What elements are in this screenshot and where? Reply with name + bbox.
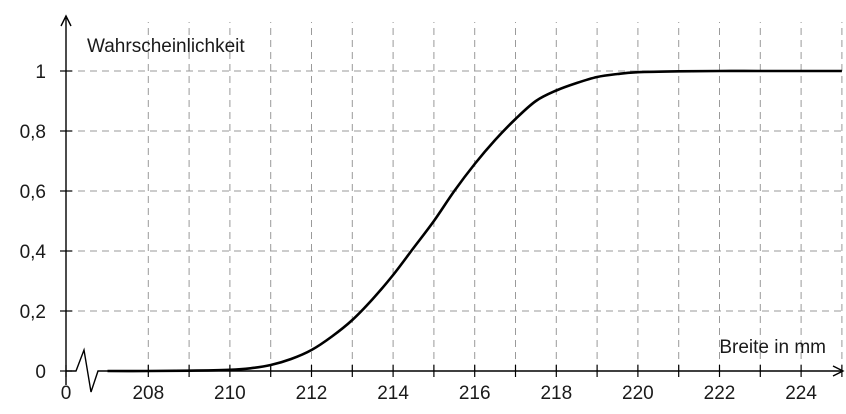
y-tick-label-0_4: 0,4 (20, 242, 47, 263)
x-tick-label-210: 210 (214, 383, 246, 404)
axes (61, 16, 843, 392)
x-axis-title: Breite in mm (719, 337, 826, 358)
tick-labels: 0 208 210 212 214 216 218 220 222 224 0 0,2 0,4 0,6 0,… (20, 62, 818, 404)
x-tick-label-212: 212 (296, 383, 328, 404)
x-tick-label-break: 0 (61, 383, 72, 404)
y-tick-label-1: 1 (35, 62, 46, 83)
x-tick-label-214: 214 (377, 383, 409, 404)
y-tick-label-0_8: 0,8 (20, 122, 46, 143)
y-axis-title: Wahrscheinlichkeit (87, 36, 245, 57)
x-tick-label-220: 220 (622, 383, 654, 404)
ticks (60, 71, 842, 377)
y-tick-label-0_6: 0,6 (20, 182, 46, 203)
x-tick-label-216: 216 (459, 383, 491, 404)
grid (66, 22, 843, 371)
x-tick-label-224: 224 (785, 383, 817, 404)
x-tick-label-208: 208 (132, 383, 164, 404)
y-tick-label-0: 0 (35, 362, 46, 383)
y-tick-label-0_2: 0,2 (20, 302, 46, 323)
x-tick-label-222: 222 (704, 383, 736, 404)
x-tick-label-218: 218 (540, 383, 572, 404)
